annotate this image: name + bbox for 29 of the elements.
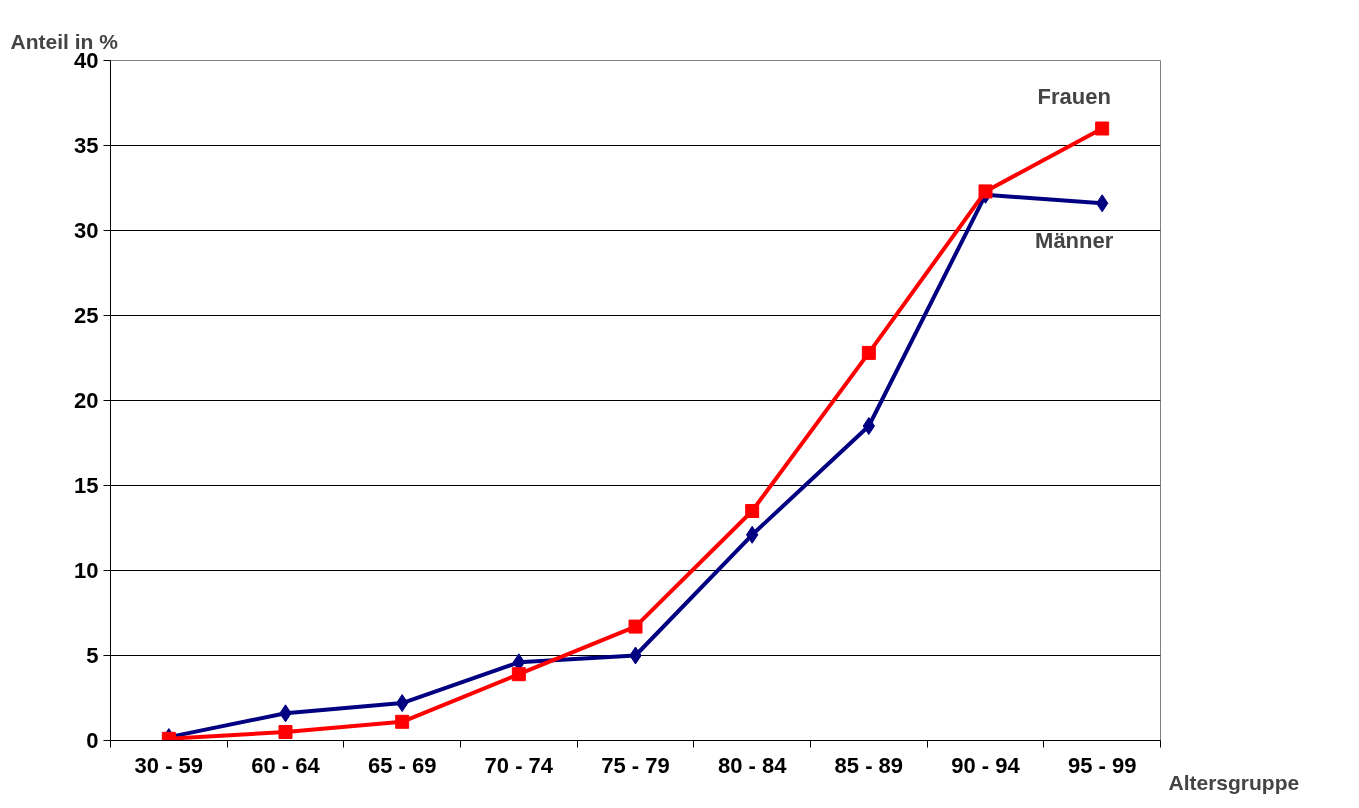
point <box>1095 121 1110 136</box>
x-tick-label: 90 - 94 <box>951 752 1021 778</box>
y-tick-label: 30 <box>74 218 99 243</box>
point <box>511 667 526 682</box>
x-tick-label: 30 - 59 <box>134 752 204 778</box>
x-tick-label: 65 - 69 <box>367 752 437 778</box>
x-tick-label: 70 - 74 <box>484 752 554 778</box>
point <box>978 184 993 199</box>
y-tick-label: 15 <box>74 473 99 498</box>
y-tick-label: 10 <box>74 558 99 583</box>
point <box>745 504 760 518</box>
point <box>395 714 410 729</box>
point <box>628 619 643 634</box>
x-tick-label: 80 - 84 <box>717 752 788 778</box>
series-label: Männer <box>1035 228 1114 254</box>
x-axis-title: Altersgruppe <box>1168 770 1300 794</box>
y-tick-label: 35 <box>74 133 99 158</box>
point <box>278 725 293 739</box>
series-label: Frauen <box>1037 83 1111 109</box>
x-tick-label: 95 - 99 <box>1067 752 1137 778</box>
x-tick-label: 75 - 79 <box>601 752 670 778</box>
x-tick-label: 85 - 89 <box>834 752 904 778</box>
point <box>862 417 875 435</box>
y-tick-label: 20 <box>74 388 99 413</box>
x-tick-label: 60 - 64 <box>251 752 321 778</box>
y-tick-label: 5 <box>86 643 99 668</box>
point <box>861 345 876 360</box>
y-tick-label: 25 <box>74 303 99 328</box>
y-tick-label: 0 <box>86 728 99 753</box>
